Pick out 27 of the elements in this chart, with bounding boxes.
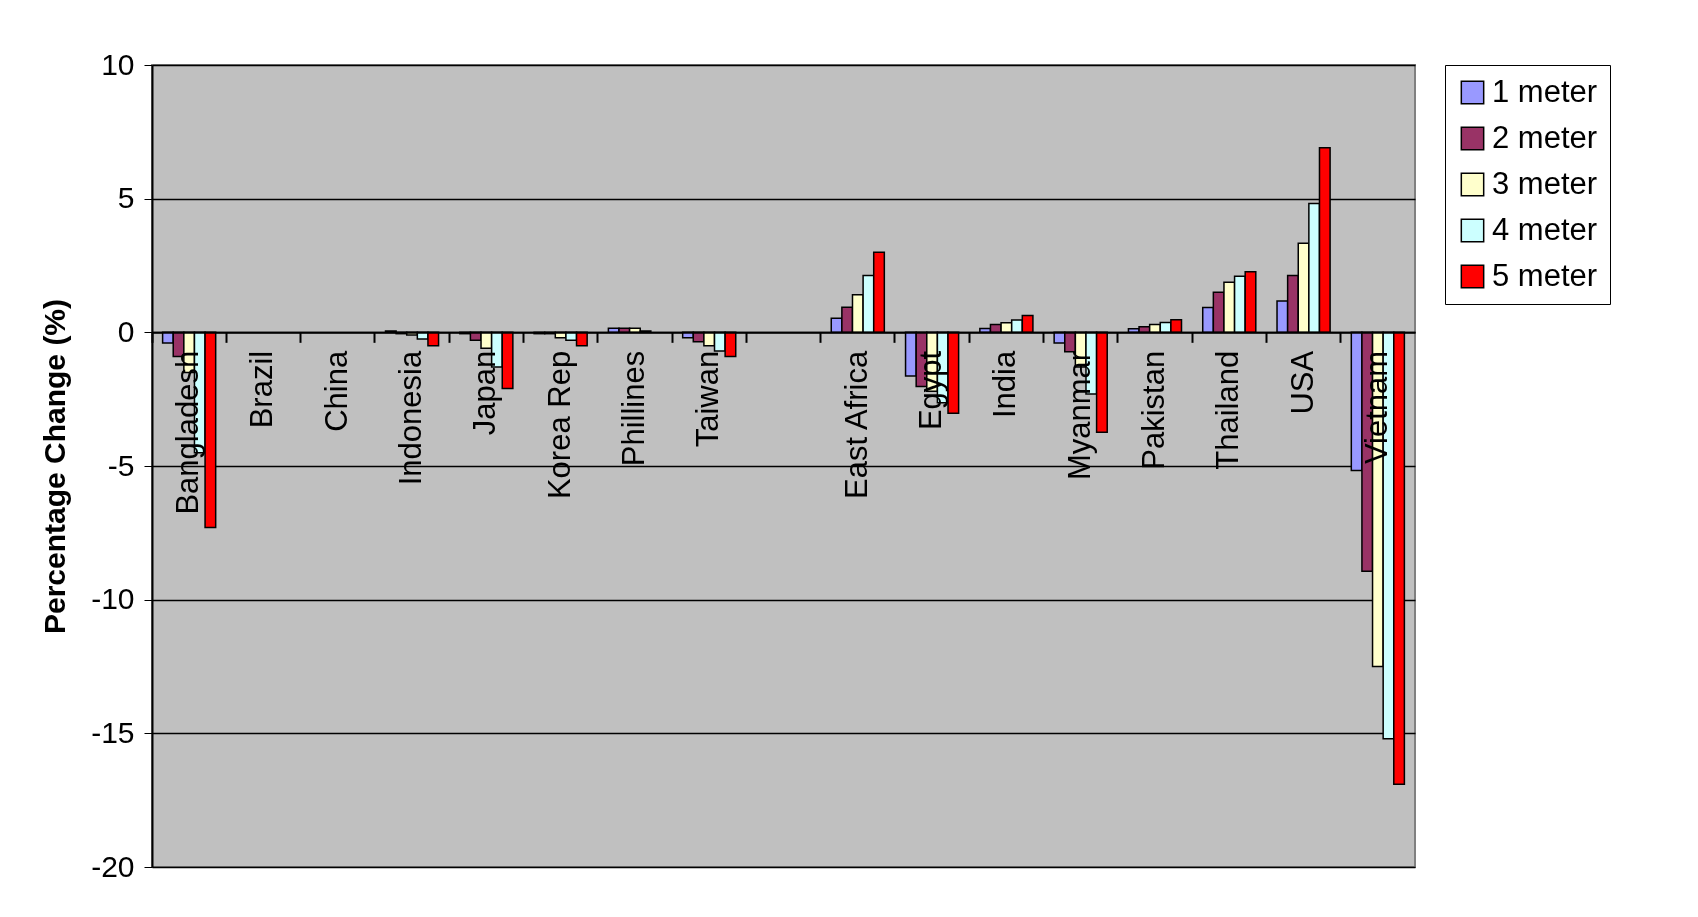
y-axis-title: Percentage Change (%) <box>38 298 72 635</box>
x-tick-label: Phillines <box>615 350 651 467</box>
legend-label: 4 meter <box>1492 211 1598 247</box>
x-tick-label: Indonesia <box>393 350 429 486</box>
x-tick-label: Myanmar <box>1061 350 1097 481</box>
x-tick-label: Japan <box>467 350 503 436</box>
x-tick-label: Pakistan <box>1135 350 1171 470</box>
y-tick-label: -10 <box>91 582 135 616</box>
legend-label: 2 meter <box>1492 119 1598 155</box>
y-tick-label: 5 <box>117 181 135 215</box>
y-tick-label: 10 <box>101 47 135 81</box>
x-tick-label: India <box>987 350 1023 419</box>
x-tick-label: USA <box>1284 350 1320 415</box>
x-tick-label: Taiwan <box>690 350 726 448</box>
y-tick-label: -5 <box>107 448 135 482</box>
x-tick-label: Brazil <box>244 350 280 429</box>
x-tick-label: Korea Rep <box>541 350 577 500</box>
legend-label: 1 meter <box>1492 73 1598 109</box>
y-tick-label: -20 <box>91 849 135 883</box>
legend-label: 3 meter <box>1492 165 1598 201</box>
x-tick-label: Thailand <box>1210 350 1246 470</box>
y-tick-label: -15 <box>91 715 135 749</box>
x-tick-label: Bangladesh <box>170 350 206 515</box>
y-tick-label: 0 <box>117 314 135 348</box>
x-tick-label: East Africa <box>838 350 874 500</box>
x-tick-label: China <box>318 350 354 432</box>
legend-label: 5 meter <box>1492 257 1598 293</box>
